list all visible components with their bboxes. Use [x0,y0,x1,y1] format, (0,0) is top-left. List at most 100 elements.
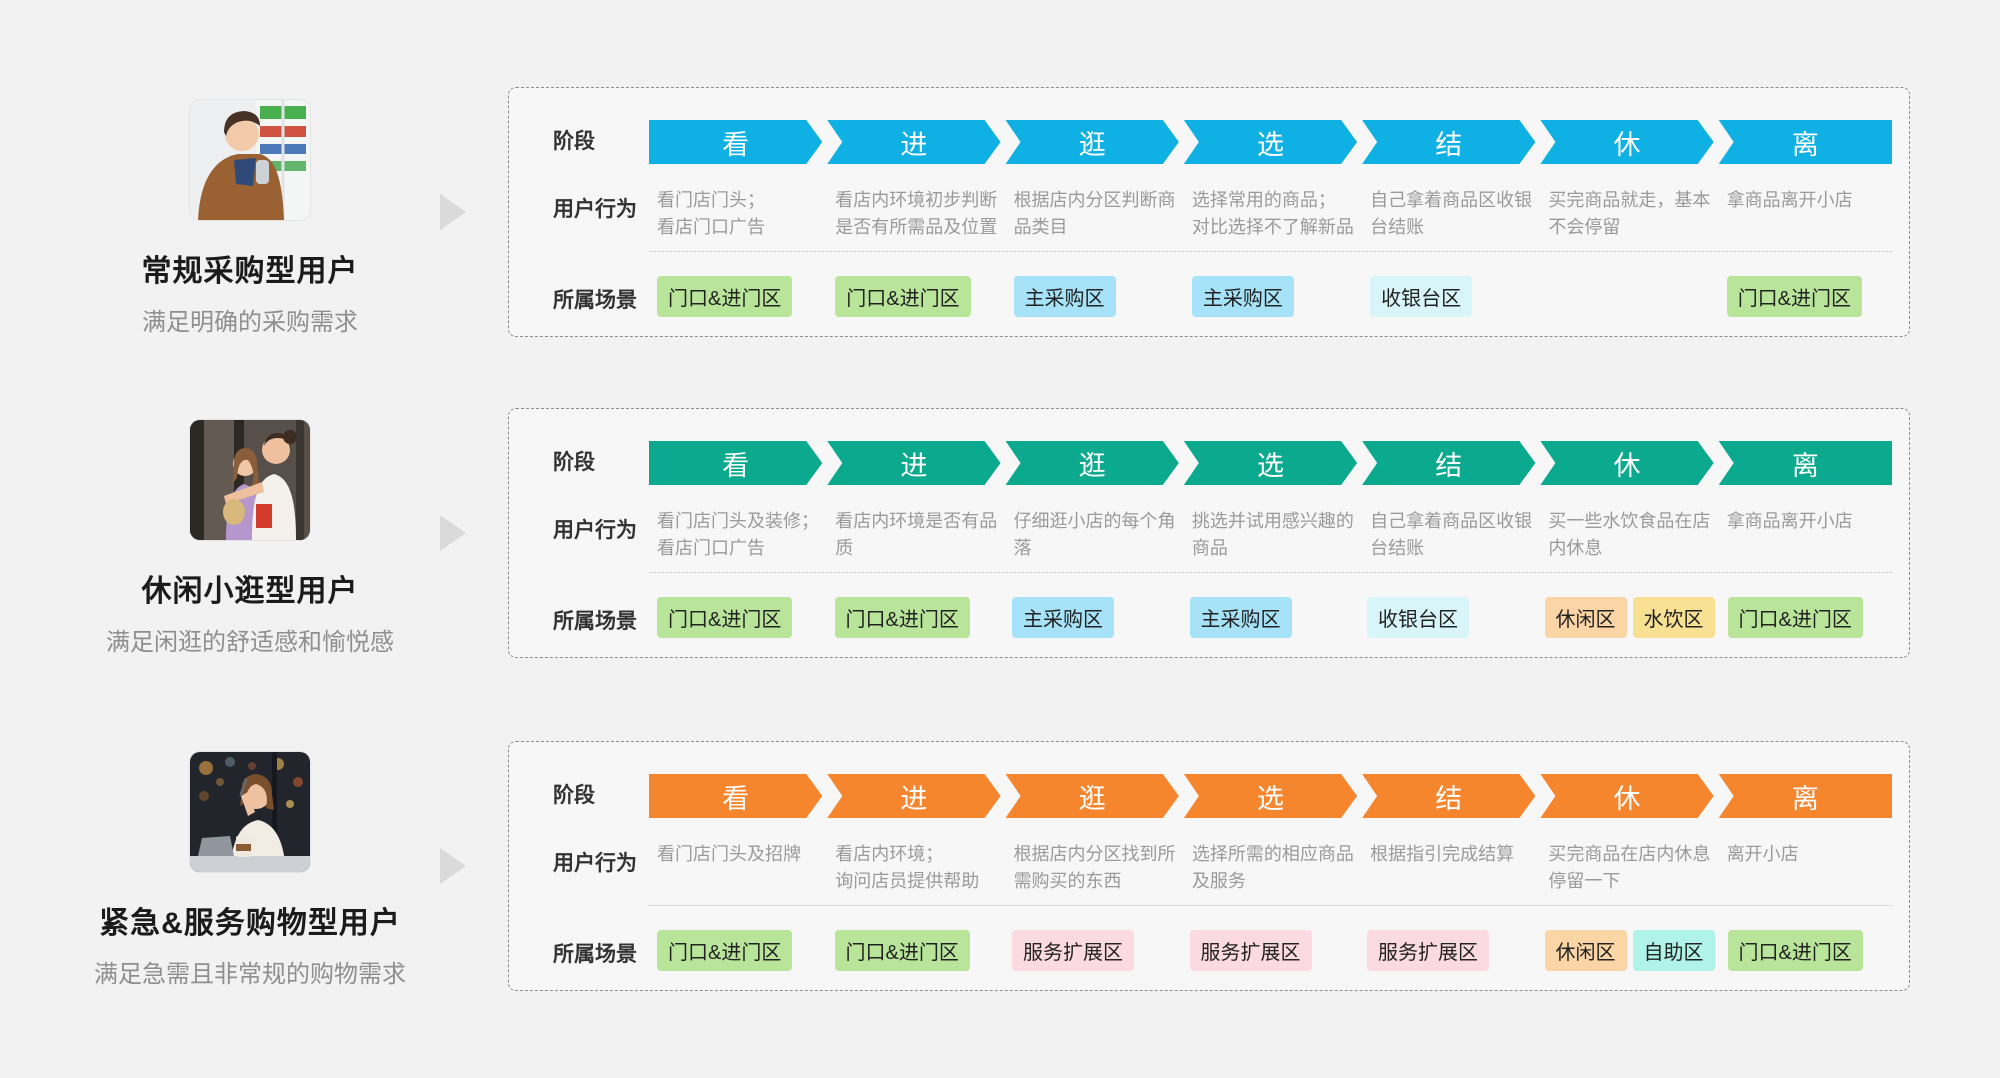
scene-cell: 门口&进门区 [649,597,822,638]
man-browsing-store-shelf-image [190,100,310,220]
scene-tag: 门口&进门区 [835,276,971,317]
row-label-scene: 所属场景 [553,943,637,966]
stage-chevron: 休 [1540,774,1713,818]
behavior-text: 看店内环境是否有品 质 [835,511,998,558]
scene-cell: 休闲区 水饮区 [1537,597,1715,638]
scene-tag: 门口&进门区 [657,930,793,971]
stage-chevron: 选 [1184,774,1357,818]
avatar [190,420,310,540]
scene-tag: 门口&进门区 [1726,276,1863,317]
scene-tag: 服务扩展区 [1012,930,1134,971]
scene-tag: 服务扩展区 [1367,930,1489,971]
behavior-text: 根据店内分区判断商 品类目 [1013,190,1176,237]
scene-tag: 自助区 [1632,930,1715,971]
persona-need: 满足明确的采购需求 [142,309,358,336]
dotted-divider [649,905,1892,906]
behavior-text: 挑选并试用感兴趣的 商品 [1191,511,1354,558]
scene-row: 门口&进门区 门口&进门区 服务扩展区 服务扩展区 服务扩展区 休闲区 自 [649,930,1892,971]
behavior-text: 看门店门头及装修； 看店门口广告 [657,511,819,558]
arrow-right-icon [440,194,466,230]
behavior-text: 选择所需的相应商品 及服务 [1191,844,1354,891]
row-label-stage: 阶段 [553,784,595,807]
stage-band: 看 进 逛 选 结 休 离 [649,441,1892,485]
stage-chevron: 结 [1362,774,1535,818]
scene-tag: 收银台区 [1367,597,1469,638]
scene-cell [1540,276,1713,317]
scene-cell: 门口&进门区 [1720,597,1893,638]
row-label-behavior: 用户行为 [553,519,637,542]
scene-cell: 门口&进门区 [649,276,822,317]
behavior-text: 买一些水饮食品在店 内休息 [1548,511,1711,558]
behavior-text: 看门店门头； 看店门口广告 [657,190,765,237]
scene-tag: 水饮区 [1632,597,1715,638]
behavior-text: 看店内环境； 询问店员提供帮助 [835,844,980,891]
stage-chevron: 离 [1718,774,1892,818]
behavior-text: 离开小店 [1726,844,1799,864]
persona-need: 满足急需且非常规的购物需求 [94,961,406,988]
persona-name: 休闲小逛型用户 [141,575,359,608]
scene-tag: 门口&进门区 [1727,597,1863,638]
scene-cell: 门口&进门区 [827,930,1000,971]
stage-chevron: 逛 [1006,441,1179,485]
behavior-text: 买完商品在店内休息 停留一下 [1548,844,1711,891]
scene-cell: 门口&进门区 [1720,930,1893,971]
scene-tag: 收银台区 [1370,276,1473,317]
stage-chevron: 结 [1362,441,1535,485]
row-label-scene: 所属场景 [553,610,637,633]
scene-cell: 主采购区 [1184,276,1357,317]
stage-chevron: 离 [1718,441,1892,485]
behavior-text: 选择常用的商品； 对比选择不了解新品 [1191,190,1354,237]
behavior-text: 根据指引完成结算 [1370,844,1515,864]
row-label-stage: 阶段 [553,130,595,153]
stage-chevron: 看 [649,774,822,818]
behavior-text: 看店内环境初步判断 是否有所需品及位置 [835,190,998,237]
scene-tag: 主采购区 [1191,276,1294,317]
scene-tag: 主采购区 [1013,276,1116,317]
stage-chevron: 逛 [1006,774,1179,818]
behavior-text: 仔细逛小店的每个角 落 [1013,511,1176,558]
scene-cell: 主采购区 [1004,597,1177,638]
scene-tag: 门口&进门区 [834,597,970,638]
scene-cell: 收银台区 [1362,276,1535,317]
scene-cell: 主采购区 [1182,597,1355,638]
journey-panel-leisure-stroller: 阶段 看 进 逛 选 结 休 离 用户行为 看门店门头及装修； 看店门口广告 看… [508,408,1910,658]
scene-cell: 休闲区 自助区 [1537,930,1715,971]
stage-chevron: 休 [1540,441,1713,485]
scene-row: 门口&进门区 门口&进门区 主采购区 主采购区 收银台区 [649,276,1892,317]
persona-name: 紧急&服务购物型用户 [99,907,401,940]
journey-panel-urgent-service-shopper: 阶段 看 进 逛 选 结 休 离 用户行为 看门店门头及招牌 看店内环境； 询问… [508,741,1910,991]
scene-row: 门口&进门区 门口&进门区 主采购区 主采购区 收银台区 休闲区 水饮区 [649,597,1892,638]
scene-tag: 服务扩展区 [1189,930,1312,971]
stage-chevron: 看 [649,441,822,485]
behavior-text: 根据店内分区找到所 需购买的东西 [1013,844,1176,891]
behavior-text: 拿商品离开小店 [1726,511,1853,531]
scene-tag: 休闲区 [1544,930,1627,971]
scene-cell: 门口&进门区 [827,276,1000,317]
persona-card-leisure-stroller: 休闲小逛型用户 满足闲逛的舒适感和愉悦感 [55,420,445,657]
stage-chevron: 看 [649,120,822,164]
behavior-text: 买完商品就走，基本 不会停留 [1548,190,1711,237]
scene-cell: 主采购区 [1006,276,1179,317]
avatar [190,752,310,872]
behavior-text: 拿商品离开小店 [1726,190,1853,210]
scene-tag: 门口&进门区 [834,930,970,971]
stage-chevron: 休 [1540,120,1713,164]
row-label-scene: 所属场景 [553,289,637,312]
behavior-row: 看门店门头； 看店门口广告 看店内环境初步判断 是否有所需品及位置 根据店内分区… [649,187,1892,241]
scene-tag: 主采购区 [1012,597,1114,638]
journey-panel-regular-buyer: 阶段 看 进 逛 选 结 休 离 用户行为 看门店门头； 看店门口广告 看店内环… [508,87,1910,337]
scene-cell: 服务扩展区 [1004,930,1177,971]
scene-cell: 门口&进门区 [1719,276,1892,317]
stage-band: 看 进 逛 选 结 休 离 [649,774,1892,818]
woman-working-at-night-desk-image [190,752,310,872]
persona-need: 满足闲逛的舒适感和愉悦感 [106,629,394,656]
behavior-text: 自己拿着商品区收银 台结账 [1370,190,1533,237]
two-women-window-shopping-image [190,420,310,540]
behavior-text: 自己拿着商品区收银 台结账 [1370,511,1533,558]
row-label-behavior: 用户行为 [553,198,637,221]
scene-cell: 收银台区 [1359,597,1532,638]
scene-cell: 门口&进门区 [827,597,1000,638]
behavior-row: 看门店门头及装修； 看店门口广告 看店内环境是否有品 质 仔细逛小店的每个角 落… [649,508,1892,562]
stage-chevron: 进 [827,120,1000,164]
scene-cell: 服务扩展区 [1359,930,1532,971]
